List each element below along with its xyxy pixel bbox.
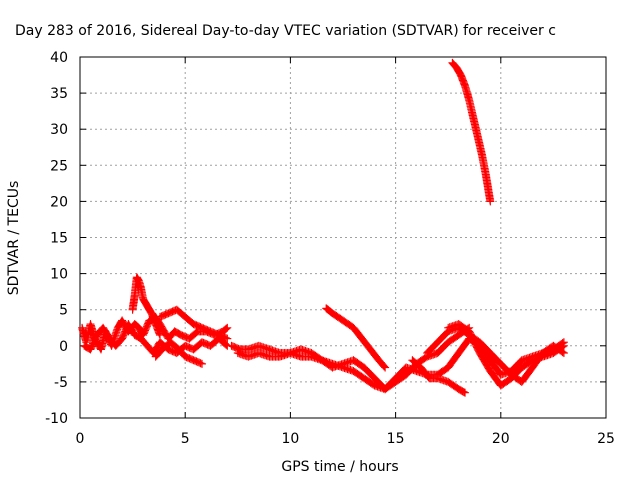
y-tick-label: 15 <box>50 231 68 247</box>
y-tick-label: 40 <box>50 50 68 66</box>
series-early-arc-d <box>155 305 232 343</box>
x-tick-label: 15 <box>387 431 405 447</box>
y-tick-label: 30 <box>50 122 68 138</box>
x-axis: 0 5 10 15 20 25 <box>76 57 615 447</box>
y-axis: -10 -5 0 5 10 15 20 25 30 35 40 <box>45 50 606 427</box>
x-tick-label: 10 <box>281 431 299 447</box>
x-tick-label: 0 <box>76 431 85 447</box>
y-tick-label: 10 <box>50 267 68 283</box>
y-tick-label: -5 <box>54 375 68 391</box>
series-early-arc-b <box>80 320 232 358</box>
series-arc-11h <box>322 304 390 372</box>
y-tick-label: 5 <box>59 303 68 319</box>
x-tick-label: 5 <box>181 431 190 447</box>
series-high-arc <box>448 58 495 206</box>
y-tick-label: 35 <box>50 86 68 102</box>
series-spike-arc <box>128 273 165 340</box>
x-axis-label: GPS time / hours <box>281 459 398 475</box>
series-late-arc-b <box>444 320 568 390</box>
y-tick-label: 20 <box>50 194 68 210</box>
y-tick-label: -10 <box>45 411 68 427</box>
series-early-arc-c <box>151 338 207 368</box>
y-axis-label: SDTVAR / TECUs <box>6 181 22 296</box>
y-tick-label: 25 <box>50 158 68 174</box>
plot-area <box>78 58 568 397</box>
x-tick-label: 25 <box>597 431 615 447</box>
x-tick-label: 20 <box>492 431 510 447</box>
series-mid-arc-c <box>408 356 470 397</box>
chart-title: Day 283 of 2016, Sidereal Day-to-day VTE… <box>15 23 556 39</box>
series-mid-arc-b <box>233 334 568 394</box>
y-tick-label: 0 <box>59 339 68 355</box>
